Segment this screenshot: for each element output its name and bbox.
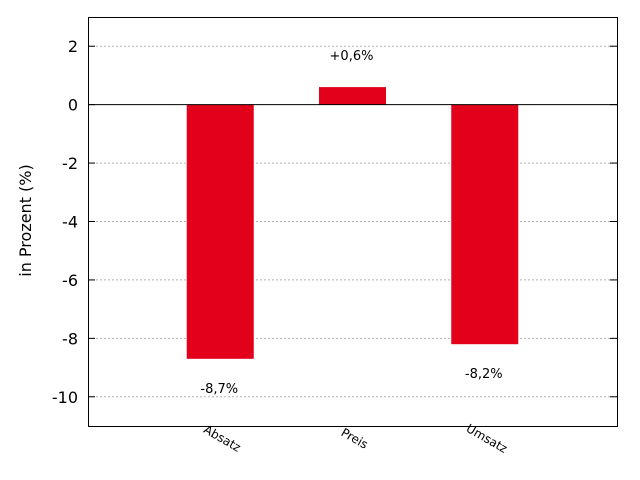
y-tick-label: -6 <box>62 271 78 290</box>
y-tick-label: -10 <box>52 388 78 407</box>
y-tick-label: -2 <box>62 154 78 173</box>
grid-lines <box>88 45 617 398</box>
y-tick-label: -8 <box>62 329 78 348</box>
y-tick-label: 0 <box>68 96 78 115</box>
bar-absatz <box>186 104 254 359</box>
y-axis-ticks <box>88 45 617 398</box>
y-tick-label: -4 <box>62 213 78 232</box>
bars <box>186 87 519 359</box>
data-label: +0,6% <box>330 49 374 64</box>
x-category-label: Preis <box>339 425 371 451</box>
bar-preis <box>319 87 386 105</box>
y-tick-label: 2 <box>68 37 78 56</box>
x-category-label: Absatz <box>201 422 243 454</box>
data-labels: -8,7% +0,6% -8,2% <box>200 49 502 397</box>
data-label: -8,2% <box>465 367 503 382</box>
data-label: -8,7% <box>200 382 238 397</box>
y-axis-tick-labels: 2 0 -2 -4 -6 -8 -10 <box>52 37 78 407</box>
bar-umsatz <box>451 104 519 345</box>
y-axis-title: in Prozent (%) <box>16 164 35 276</box>
